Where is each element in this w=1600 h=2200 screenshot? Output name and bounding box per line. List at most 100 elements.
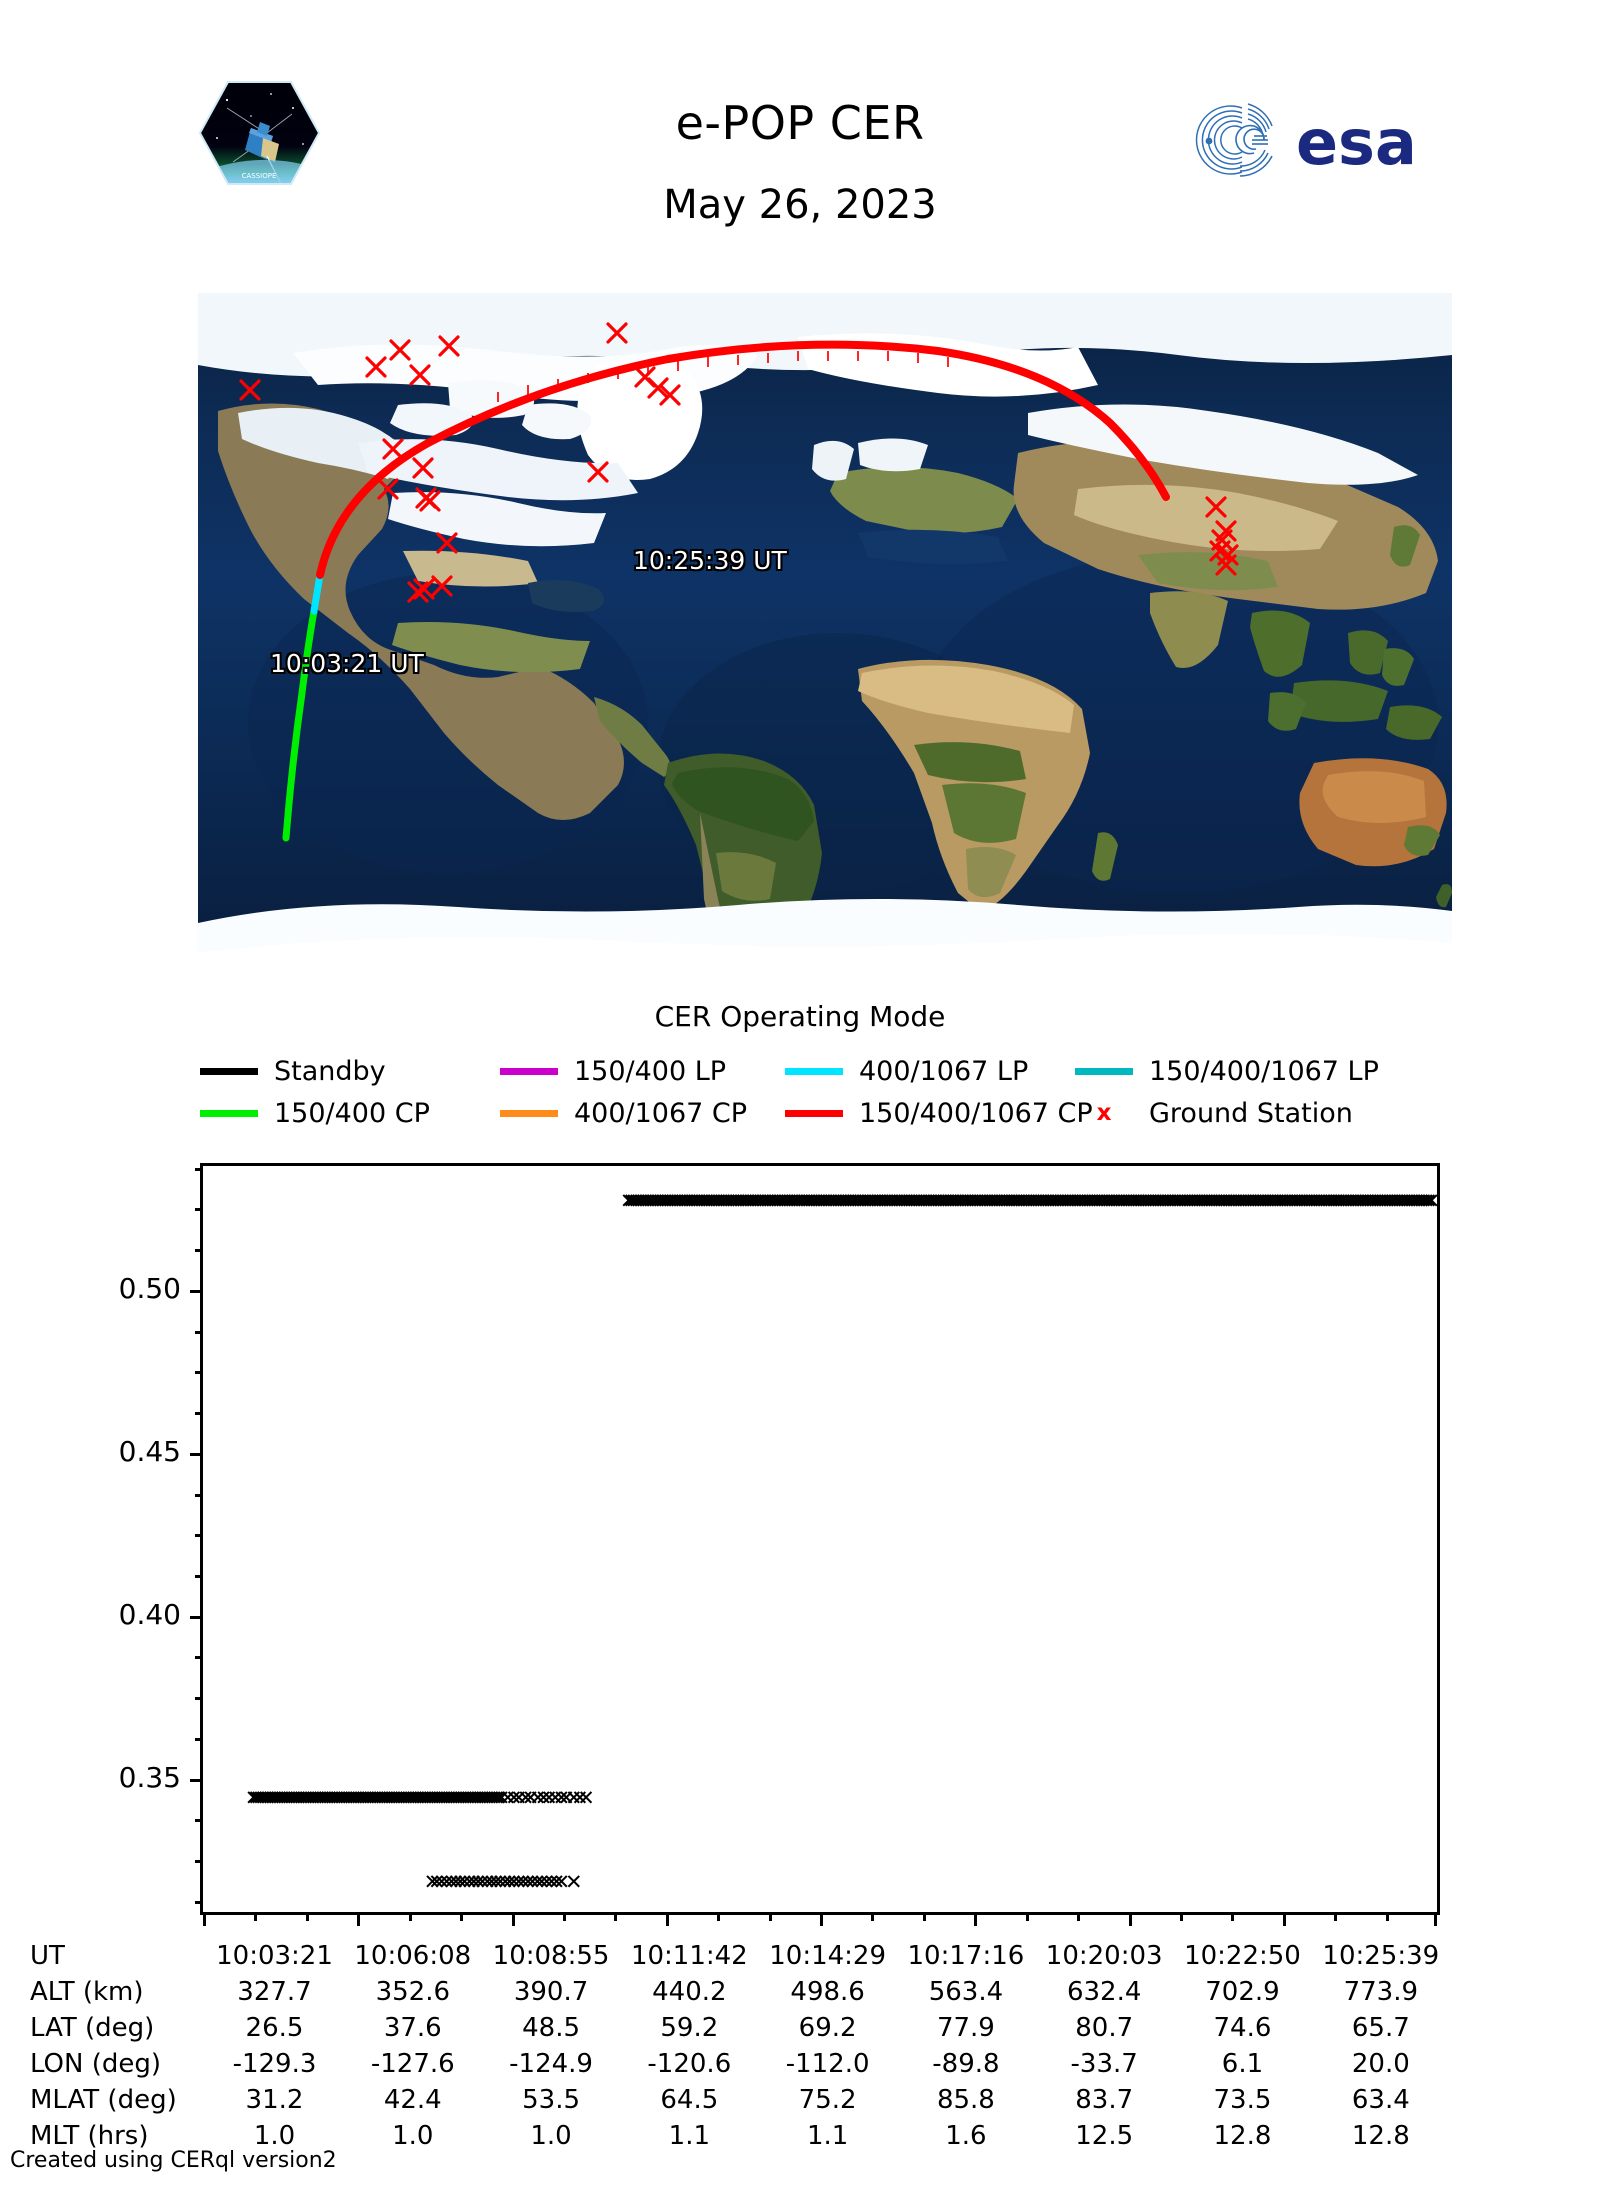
data-point-marker: ✕: [727, 1188, 745, 1213]
data-point-marker: ✕: [1034, 1188, 1053, 1213]
legend-label-400-1067-cp: 400/1067 CP: [574, 1097, 748, 1129]
data-point-marker: ✕: [335, 1785, 353, 1810]
data-point-marker: ✕: [978, 1188, 997, 1213]
data-point-marker: ✕: [1339, 1188, 1358, 1213]
data-point-marker: ✕: [1124, 1188, 1143, 1213]
data-point-marker: ✕: [321, 1785, 339, 1810]
data-point-marker: ✕: [266, 1785, 284, 1810]
data-point-marker: ✕: [387, 1785, 406, 1810]
ground-station-marker: [407, 581, 429, 603]
legend-label-150-400-1067-cp: 150/400/1067 CP: [859, 1097, 1093, 1129]
data-point-marker: ✕: [893, 1188, 911, 1213]
data-point-marker: ✕: [927, 1188, 945, 1213]
data-point-marker: ✕: [810, 1188, 828, 1213]
data-point-marker: ✕: [749, 1188, 767, 1213]
data-point-marker: ✕: [1264, 1188, 1282, 1213]
data-point-marker: ✕: [1244, 1188, 1263, 1213]
table-cell: 10:25:39: [1322, 1941, 1440, 1971]
data-point-marker: ✕: [1395, 1188, 1414, 1213]
data-point-marker: ✕: [819, 1188, 838, 1213]
data-point-marker: ✕: [421, 1785, 439, 1810]
y-tick-label: 0.40: [118, 1598, 181, 1632]
data-point-marker: ✕: [373, 1785, 392, 1810]
data-point-marker: ✕: [1198, 1188, 1216, 1213]
data-point-marker: ✕: [1288, 1188, 1306, 1213]
legend-item-400-1067-lp: 400/1067 LP: [785, 1056, 1075, 1087]
x-tick-minor: [717, 1912, 721, 1921]
data-point-marker: ✕: [710, 1188, 728, 1213]
data-point-marker: ✕: [736, 1188, 755, 1213]
data-point-marker: ✕: [954, 1188, 972, 1213]
data-point-marker: ✕: [907, 1188, 926, 1213]
data-point-marker: ✕: [392, 1785, 411, 1810]
data-point-marker: ✕: [1332, 1188, 1350, 1213]
data-point-marker: ✕: [959, 1188, 977, 1213]
data-point-marker: ✕: [514, 1869, 532, 1894]
x-tick-minor: [408, 1912, 412, 1921]
data-point-marker: ✕: [1056, 1188, 1075, 1213]
data-point-marker: ✕: [452, 1785, 470, 1810]
data-point-marker: ✕: [634, 1188, 653, 1213]
y-tick-label: 0.50: [118, 1272, 181, 1306]
data-point-marker: ✕: [868, 1188, 887, 1213]
data-point-marker: ✕: [832, 1188, 850, 1213]
x-tick-major: [1282, 1912, 1286, 1926]
data-point-marker: ✕: [976, 1188, 994, 1213]
data-point-marker: ✕: [409, 1785, 427, 1810]
data-point-marker: ✕: [1298, 1188, 1316, 1213]
y-tick-minor: [195, 1167, 203, 1171]
data-point-marker: ✕: [1371, 1188, 1389, 1213]
data-point-marker: ✕: [993, 1188, 1011, 1213]
y-tick-minor: [195, 1208, 203, 1212]
table-cell: 59.2: [660, 2013, 719, 2043]
data-point-marker: ✕: [571, 1785, 589, 1810]
data-point-marker: ✕: [461, 1785, 480, 1810]
table-cell: 74.6: [1213, 2013, 1272, 2043]
table-cell: 6.1: [1221, 2049, 1264, 2079]
y-tick-minor: [195, 1697, 203, 1701]
data-point-marker: ✕: [712, 1188, 731, 1213]
table-cell: 1.0: [392, 2121, 434, 2151]
data-point-marker: ✕: [1144, 1188, 1163, 1213]
table-cell: -124.9: [509, 2049, 593, 2079]
data-point-marker: ✕: [1149, 1188, 1167, 1213]
data-point-marker: ✕: [624, 1188, 643, 1213]
data-point-marker: ✕: [270, 1785, 289, 1810]
table-row: UT 10:03:21 10:06:08 10:08:55 10:11:42 10:14:…: [30, 1938, 1450, 1974]
data-point-marker: ✕: [917, 1188, 936, 1213]
data-point-marker: ✕: [693, 1188, 711, 1213]
data-point-marker: ✕: [483, 1785, 501, 1810]
data-point-marker: ✕: [932, 1188, 950, 1213]
data-point-marker: ✕: [1127, 1188, 1145, 1213]
data-point-marker: ✕: [1017, 1188, 1036, 1213]
table-row-label: MLT (hrs): [30, 2121, 149, 2151]
table-cell: -127.6: [370, 2049, 455, 2079]
data-point-marker: ✕: [1383, 1188, 1402, 1213]
data-point-marker: ✕: [311, 1785, 330, 1810]
data-point-marker: ✕: [1393, 1188, 1411, 1213]
data-point-marker: ✕: [385, 1785, 404, 1810]
table-cell: 63.4: [1351, 2085, 1410, 2115]
data-point-marker: ✕: [368, 1785, 387, 1810]
x-tick-major: [820, 1912, 823, 1926]
data-point-marker: ✕: [922, 1188, 941, 1213]
data-point-marker: ✕: [1015, 1188, 1033, 1213]
data-point-marker: ✕: [919, 1188, 938, 1213]
legend-label-150-400-lp: 150/400 LP: [574, 1055, 727, 1087]
data-point-marker: ✕: [547, 1869, 566, 1894]
data-point-marker: ✕: [1295, 1188, 1314, 1213]
data-point-marker: ✕: [788, 1188, 806, 1213]
data-point-marker: ✕: [259, 1785, 277, 1810]
table-cell: 69.2: [798, 2013, 857, 2043]
data-point-marker: ✕: [1327, 1188, 1346, 1213]
map-end-time-label: 10:25:39 UT: [633, 546, 787, 575]
data-point-marker: ✕: [1132, 1188, 1150, 1213]
x-tick-minor: [1385, 1912, 1389, 1921]
data-point-marker: ✕: [1305, 1188, 1324, 1213]
table-cell: 390.7: [513, 1977, 589, 2007]
data-point-marker: ✕: [824, 1188, 843, 1213]
data-point-marker: ✕: [282, 1785, 301, 1810]
data-point-marker: ✕: [1359, 1188, 1377, 1213]
data-point-marker: ✕: [1107, 1188, 1126, 1213]
data-point-marker: ✕: [678, 1188, 697, 1213]
